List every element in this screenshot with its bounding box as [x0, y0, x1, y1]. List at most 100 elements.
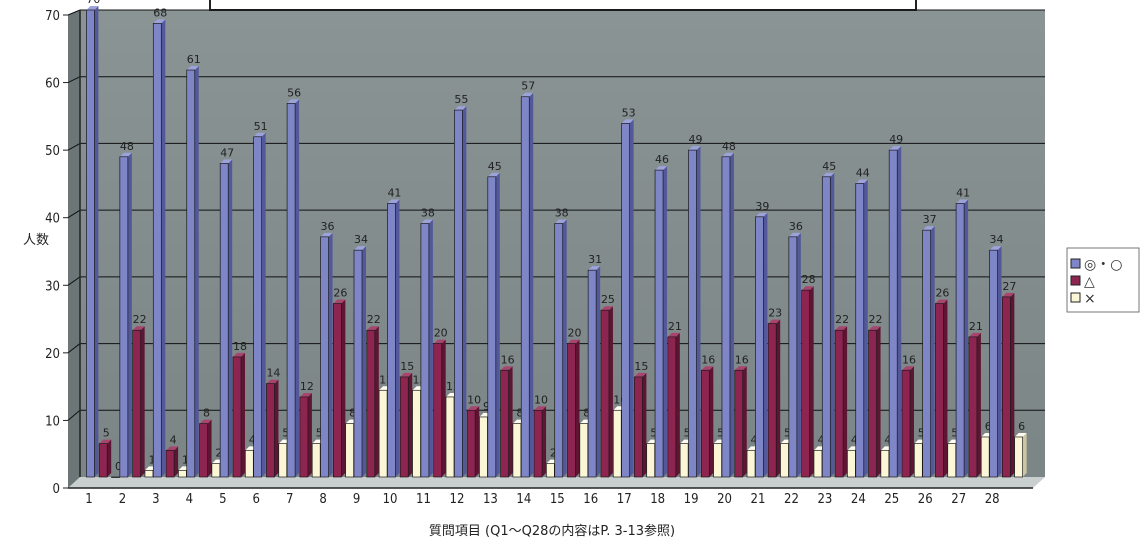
bar-side [161, 19, 166, 477]
bar-top [220, 159, 233, 164]
data-label: 26 [935, 287, 949, 300]
data-label: 47 [220, 146, 234, 159]
bar-top [387, 199, 400, 204]
data-label: 31 [588, 253, 602, 266]
bar-top [667, 332, 680, 337]
data-label: 68 [153, 6, 167, 19]
bar-group: 10 [466, 393, 481, 478]
bar [378, 389, 388, 478]
x-tick-label: 12 [450, 492, 465, 507]
bar [721, 156, 731, 478]
y-tick-label: 60 [45, 77, 60, 92]
bar-top [721, 152, 734, 157]
bar [621, 123, 630, 478]
data-label: 9 [483, 400, 490, 413]
data-label: 39 [755, 200, 769, 213]
data-label: 6 [985, 420, 992, 433]
bar [433, 343, 443, 478]
bar-group: 26 [333, 287, 347, 478]
data-label: 16 [902, 353, 916, 366]
bar [801, 289, 811, 478]
data-label: 15 [400, 360, 414, 373]
bar-top [454, 106, 467, 111]
bar-top [1002, 292, 1015, 297]
bar-top [655, 166, 668, 171]
bar-group: 22 [834, 313, 849, 478]
bar [186, 69, 196, 478]
data-label: 4 [170, 433, 177, 446]
data-label: 38 [421, 206, 435, 219]
bar-side [596, 266, 601, 477]
bar-top [588, 266, 601, 271]
plot-left-wall [68, 10, 80, 488]
bar-group: 39 [755, 200, 769, 478]
bar-side [629, 119, 634, 478]
bar-group: 21 [667, 320, 682, 478]
bar [847, 449, 856, 478]
bar-top [433, 339, 446, 344]
bar [587, 269, 597, 478]
legend-swatch [1070, 275, 1081, 286]
y-tick-label: 0 [53, 482, 60, 497]
bar-top [199, 419, 212, 424]
y-tick-label: 10 [45, 414, 60, 429]
data-label: 34 [990, 233, 1004, 246]
bar-top [333, 299, 346, 304]
bar [600, 309, 610, 478]
bar-group: 12 [299, 380, 314, 478]
x-tick-label: 21 [751, 492, 766, 507]
bar-top [521, 92, 534, 97]
bar [947, 443, 957, 478]
bar-group: 47 [219, 146, 234, 478]
bar [901, 369, 911, 478]
y-tick-label: 30 [45, 279, 60, 294]
bar [412, 389, 421, 478]
data-label: 5 [684, 427, 691, 440]
gridline-wall [67, 142, 81, 151]
bar-group: 36 [320, 220, 335, 478]
bar-side [495, 172, 500, 478]
gridline-wall [67, 209, 81, 219]
bar [688, 149, 697, 478]
data-label: 5 [650, 427, 657, 440]
data-label: 21 [668, 320, 682, 333]
x-tick-label: 13 [483, 492, 498, 507]
data-label: 1 [182, 453, 189, 466]
bar-group: 16 [734, 353, 749, 478]
bar [821, 176, 831, 478]
bar [746, 449, 756, 478]
bar-group: 10 [533, 393, 548, 478]
bar [165, 449, 175, 478]
bar [98, 443, 108, 478]
bar-side [462, 106, 467, 478]
data-label: 16 [501, 353, 515, 366]
x-tick-label: 24 [851, 492, 866, 507]
bar-side [709, 366, 714, 477]
bar-group: 37 [922, 213, 937, 478]
bar [211, 463, 221, 478]
bar-group: 27 [1001, 280, 1016, 478]
data-label: 16 [701, 353, 715, 366]
bar-top [253, 132, 266, 137]
bar-side [1010, 292, 1015, 477]
bar-side [140, 326, 145, 477]
bar [353, 249, 363, 478]
bar-top [855, 179, 868, 184]
bar-side [94, 6, 99, 477]
bar-side [274, 379, 279, 477]
data-label: 27 [1002, 280, 1016, 293]
bar-side [675, 332, 680, 477]
bar-side [441, 339, 446, 477]
bar [152, 22, 162, 478]
bar-side [207, 419, 212, 477]
bar-side [997, 246, 1002, 477]
data-label: 22 [367, 313, 381, 326]
bar-side [328, 232, 333, 477]
bar-side [562, 219, 567, 477]
bar-top [621, 119, 634, 124]
bar-top [755, 212, 768, 217]
bar [834, 329, 844, 478]
data-label: 51 [254, 120, 268, 133]
gridline-wall [67, 9, 81, 16]
bar-group: 38 [554, 206, 569, 478]
